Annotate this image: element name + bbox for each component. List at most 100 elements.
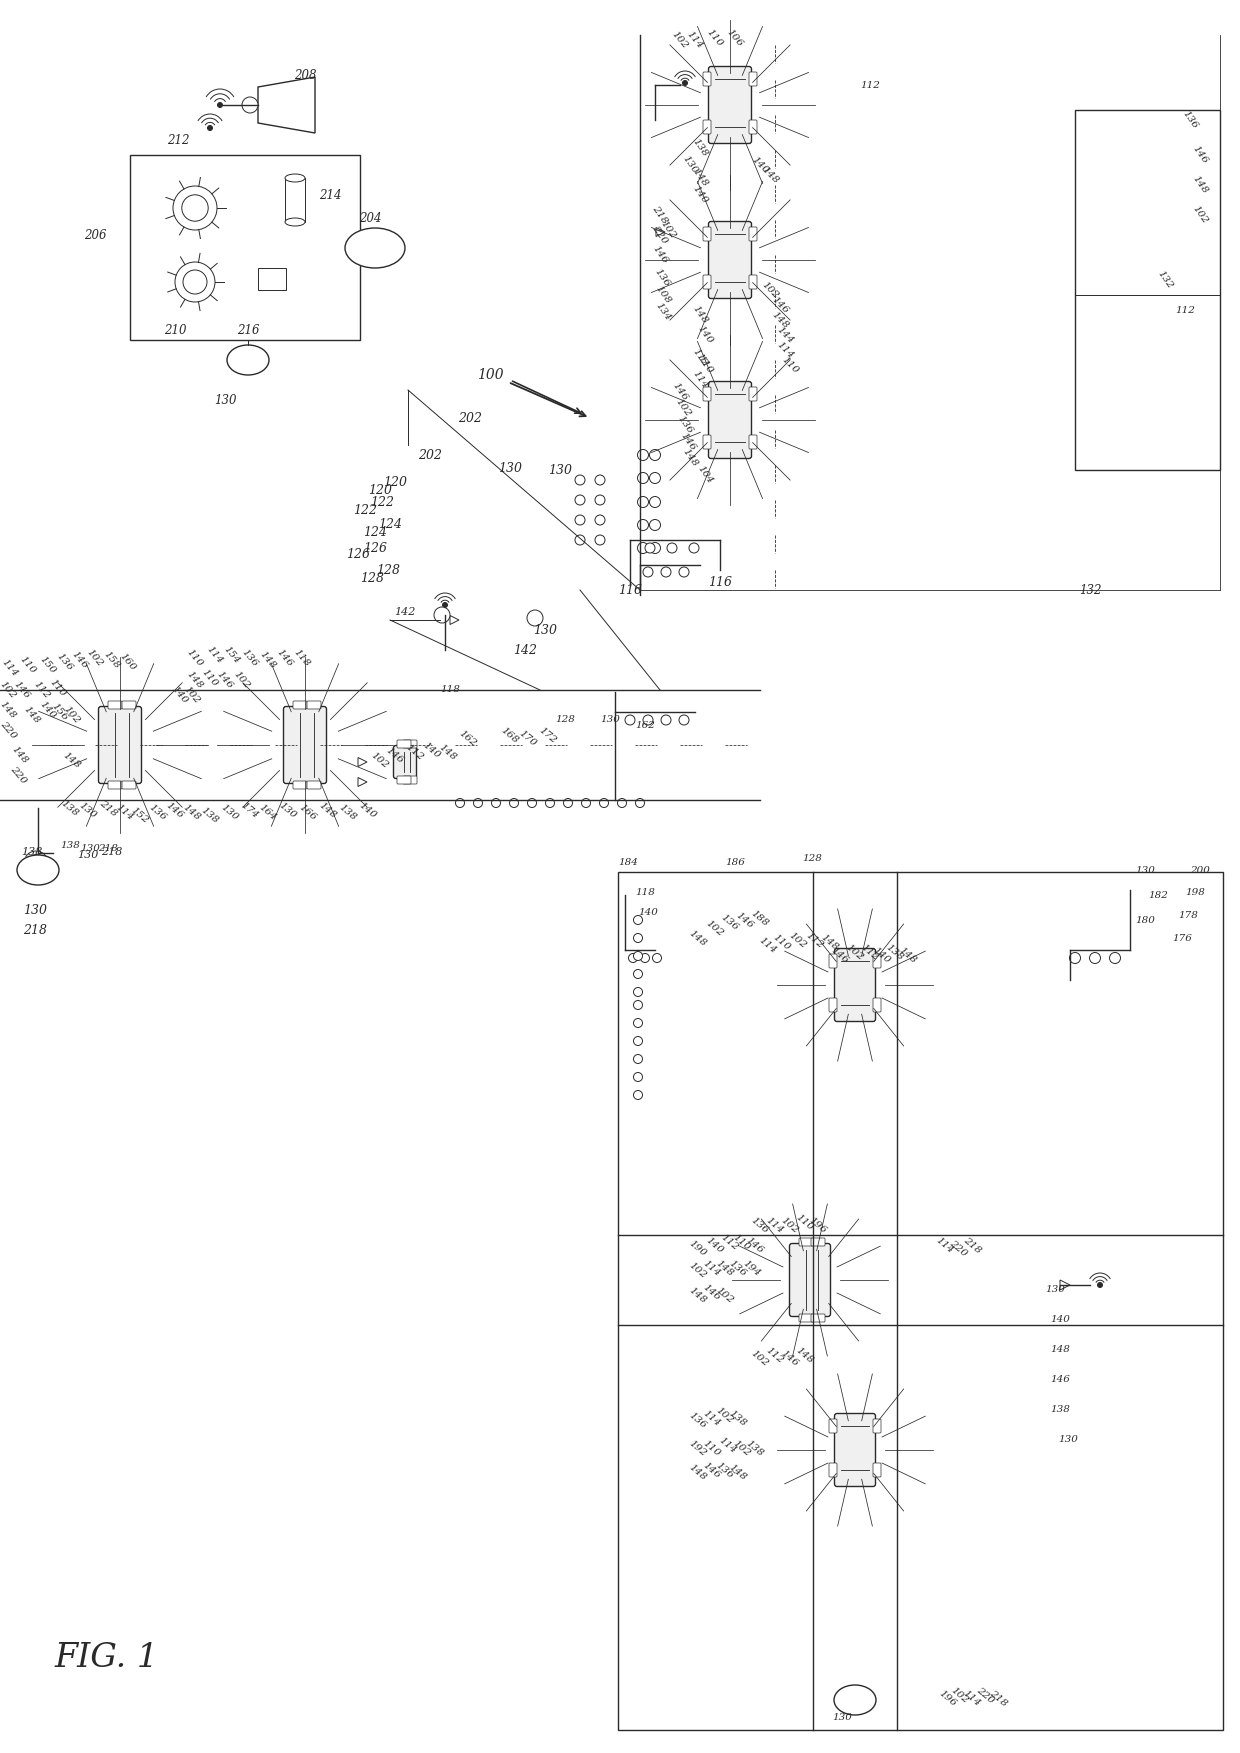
- Text: 102: 102: [844, 941, 866, 962]
- Text: 148: 148: [714, 1259, 735, 1278]
- Text: 148: 148: [681, 447, 699, 468]
- Circle shape: [1069, 952, 1080, 964]
- FancyBboxPatch shape: [703, 435, 711, 449]
- Text: 182: 182: [1148, 891, 1168, 899]
- Text: 110: 110: [732, 1232, 753, 1252]
- Text: 138: 138: [60, 840, 79, 850]
- Text: 112: 112: [765, 1345, 785, 1366]
- Circle shape: [661, 715, 671, 726]
- Text: 148: 148: [181, 803, 202, 822]
- Text: 208: 208: [294, 68, 316, 81]
- Text: 110: 110: [706, 28, 725, 49]
- Text: 146: 146: [744, 1236, 765, 1255]
- Text: 196: 196: [807, 1215, 828, 1234]
- FancyBboxPatch shape: [397, 740, 410, 749]
- Text: 148: 148: [22, 705, 42, 726]
- Bar: [258, 268, 286, 289]
- Text: 102: 102: [0, 680, 17, 701]
- Text: 192: 192: [687, 1437, 708, 1458]
- Circle shape: [634, 915, 642, 924]
- Text: 118: 118: [293, 647, 311, 668]
- Circle shape: [680, 715, 689, 726]
- Text: 110: 110: [771, 933, 792, 952]
- Circle shape: [637, 519, 649, 531]
- Text: 138: 138: [1050, 1406, 1070, 1415]
- Text: 110: 110: [780, 354, 800, 375]
- Ellipse shape: [227, 345, 269, 375]
- Text: 142: 142: [394, 607, 415, 617]
- Text: 136: 136: [728, 1259, 749, 1278]
- Circle shape: [637, 542, 649, 554]
- Text: 138: 138: [21, 847, 42, 857]
- Text: 102: 102: [62, 705, 82, 726]
- Text: 102: 102: [658, 219, 677, 240]
- Circle shape: [634, 1001, 642, 1010]
- FancyBboxPatch shape: [830, 1418, 837, 1432]
- FancyBboxPatch shape: [799, 1238, 813, 1246]
- Circle shape: [491, 799, 501, 808]
- Circle shape: [599, 799, 609, 808]
- Text: 138: 138: [200, 805, 221, 826]
- Text: 146: 146: [702, 1460, 723, 1480]
- Text: 204: 204: [358, 212, 381, 224]
- Text: 212: 212: [166, 133, 190, 147]
- FancyBboxPatch shape: [873, 997, 880, 1011]
- Text: 110: 110: [19, 654, 38, 675]
- Text: 114: 114: [758, 934, 779, 955]
- FancyBboxPatch shape: [749, 387, 756, 401]
- Text: 130: 130: [77, 850, 99, 861]
- Circle shape: [637, 496, 649, 508]
- Text: 202: 202: [458, 412, 482, 424]
- Text: 102: 102: [714, 1285, 735, 1304]
- Circle shape: [634, 987, 642, 996]
- Text: 146: 146: [780, 1348, 801, 1367]
- Text: 110: 110: [200, 668, 219, 689]
- Text: 146: 146: [671, 382, 689, 403]
- Text: 114: 114: [691, 370, 709, 391]
- Text: 194: 194: [742, 1259, 763, 1278]
- FancyBboxPatch shape: [835, 948, 875, 1022]
- FancyBboxPatch shape: [703, 387, 711, 401]
- Text: 148: 148: [1190, 174, 1209, 196]
- Text: 120: 120: [383, 475, 407, 489]
- Circle shape: [575, 535, 585, 545]
- Circle shape: [455, 799, 465, 808]
- FancyBboxPatch shape: [873, 1418, 880, 1432]
- Text: 148: 148: [770, 310, 790, 330]
- Text: 102: 102: [714, 1406, 735, 1425]
- Circle shape: [689, 543, 699, 552]
- Text: 210: 210: [164, 324, 186, 337]
- Text: 132: 132: [1079, 584, 1101, 596]
- Bar: [618, 871, 1223, 1730]
- Text: 114: 114: [765, 1215, 785, 1234]
- FancyBboxPatch shape: [790, 1243, 831, 1317]
- Text: 112: 112: [1176, 305, 1195, 314]
- Text: 174: 174: [239, 799, 260, 820]
- Text: 146: 146: [734, 910, 755, 929]
- Text: 146: 146: [216, 670, 234, 691]
- Text: 102: 102: [749, 1348, 770, 1367]
- Text: 106: 106: [725, 28, 745, 49]
- Text: 112: 112: [32, 680, 52, 701]
- FancyBboxPatch shape: [98, 706, 141, 784]
- Circle shape: [184, 270, 207, 295]
- FancyBboxPatch shape: [749, 72, 756, 86]
- Circle shape: [650, 542, 661, 554]
- Text: 140: 140: [1050, 1315, 1070, 1325]
- Circle shape: [634, 1073, 642, 1082]
- FancyBboxPatch shape: [393, 745, 417, 778]
- Text: 220: 220: [975, 1685, 996, 1706]
- Text: 136: 136: [719, 912, 740, 933]
- FancyBboxPatch shape: [708, 382, 751, 459]
- FancyBboxPatch shape: [830, 1464, 837, 1478]
- Text: 130: 130: [24, 903, 47, 917]
- Circle shape: [680, 566, 689, 577]
- Ellipse shape: [285, 217, 305, 226]
- Text: 108: 108: [653, 284, 672, 305]
- FancyBboxPatch shape: [835, 1413, 875, 1487]
- Circle shape: [595, 515, 605, 524]
- Text: 128: 128: [802, 854, 822, 862]
- FancyBboxPatch shape: [308, 782, 321, 789]
- Text: 218: 218: [102, 847, 123, 857]
- FancyBboxPatch shape: [122, 701, 136, 708]
